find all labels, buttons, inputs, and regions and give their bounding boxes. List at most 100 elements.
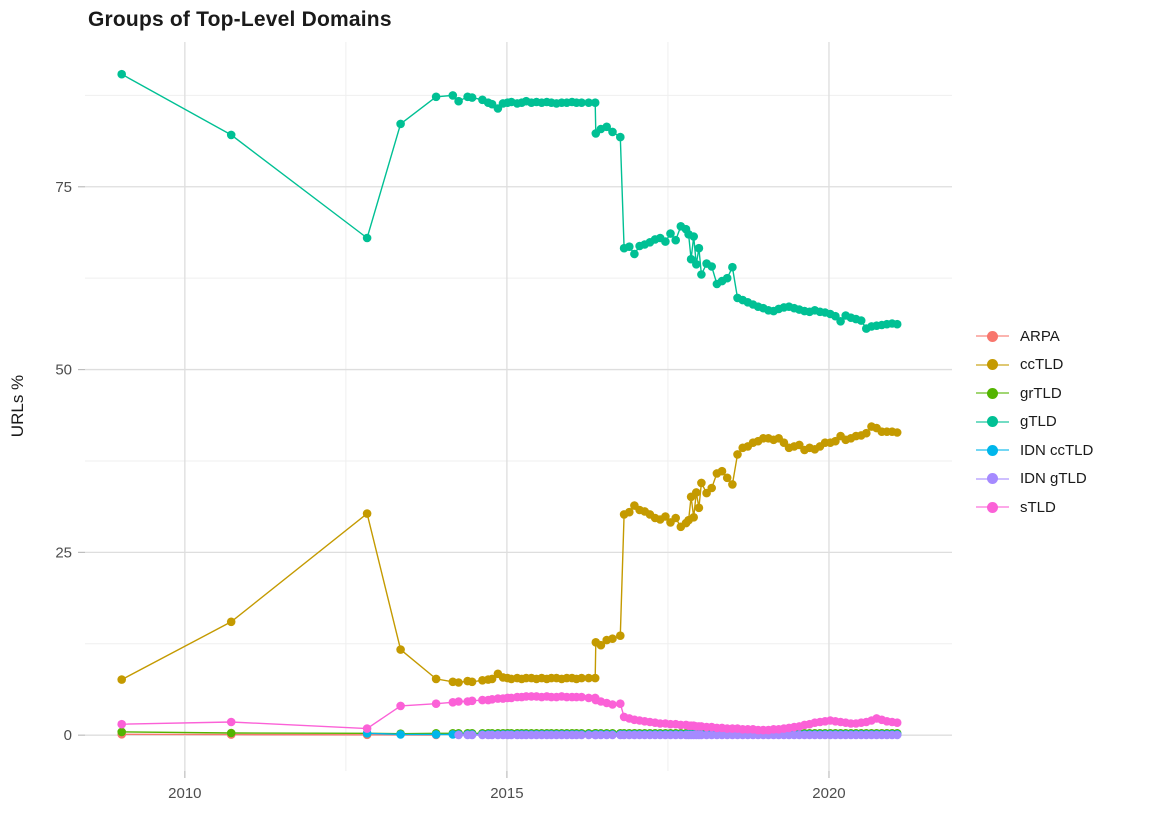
data-point bbox=[454, 730, 463, 740]
data-point bbox=[454, 96, 463, 106]
axis-tick-labels: 2010 2015 2020 0 25 50 75 bbox=[55, 179, 845, 802]
data-point bbox=[856, 316, 866, 325]
major-gridlines bbox=[85, 42, 952, 771]
data-point bbox=[608, 700, 617, 709]
data-point bbox=[584, 730, 593, 740]
gtld-series-swatch-icon bbox=[976, 416, 1009, 428]
data-point bbox=[596, 640, 606, 650]
data-point bbox=[722, 273, 732, 283]
idn-cctld-series-swatch-icon bbox=[976, 444, 1009, 456]
legend-label: IDN ccTLD bbox=[1020, 441, 1094, 459]
data-point bbox=[226, 717, 236, 727]
x-tick-label: 2020 bbox=[812, 785, 845, 802]
data-point bbox=[431, 699, 441, 708]
data-point bbox=[448, 91, 458, 100]
series-cctld bbox=[117, 422, 902, 687]
data-point bbox=[584, 98, 593, 107]
data-point bbox=[226, 130, 236, 140]
series-line bbox=[121, 73, 898, 330]
data-point bbox=[697, 478, 706, 488]
data-point bbox=[862, 428, 871, 438]
data-point bbox=[396, 645, 405, 654]
data-point bbox=[362, 724, 372, 733]
data-point bbox=[728, 480, 737, 489]
data-point bbox=[616, 132, 625, 142]
idn-gtld-series-swatch-icon bbox=[976, 473, 1009, 485]
y-tick-label: 75 bbox=[55, 179, 72, 196]
data-point bbox=[697, 270, 706, 279]
axis-ticks bbox=[78, 186, 830, 778]
data-point bbox=[671, 235, 680, 245]
data-point bbox=[630, 249, 639, 259]
grtld-series-swatch-icon bbox=[976, 387, 1009, 399]
data-point bbox=[689, 513, 698, 522]
data-point bbox=[892, 428, 902, 437]
data-point bbox=[454, 678, 463, 687]
y-tick-label: 50 bbox=[55, 362, 72, 379]
series-idn-gtld bbox=[454, 730, 902, 740]
legend-item-idn-gtld: IDN gTLD bbox=[976, 465, 1093, 494]
data-point bbox=[226, 617, 236, 627]
legend-label: grTLD bbox=[1020, 384, 1062, 402]
data-point bbox=[661, 512, 670, 521]
y-axis-title: URLs % bbox=[8, 374, 27, 438]
data-point bbox=[396, 119, 405, 129]
data-point bbox=[590, 98, 600, 107]
data-point bbox=[117, 719, 126, 729]
data-point bbox=[689, 232, 698, 241]
legend-item-arpa: ARPA bbox=[976, 322, 1093, 351]
data-point bbox=[728, 262, 737, 272]
data-point bbox=[487, 674, 497, 684]
data-point bbox=[362, 509, 372, 518]
data-point bbox=[590, 673, 600, 683]
data-point bbox=[467, 730, 477, 740]
data-point bbox=[692, 260, 701, 269]
data-point bbox=[577, 692, 586, 702]
chart-title: Groups of Top-Level Domains bbox=[88, 8, 392, 31]
data-point bbox=[467, 696, 477, 706]
minor-gridlines bbox=[85, 42, 952, 771]
data-point bbox=[467, 93, 477, 102]
data-point bbox=[892, 730, 902, 740]
legend-item-grtld: grTLD bbox=[976, 379, 1093, 408]
data-point bbox=[117, 69, 126, 79]
data-point bbox=[454, 697, 463, 706]
data-point bbox=[625, 507, 634, 517]
data-point bbox=[608, 634, 617, 643]
data-point bbox=[671, 513, 680, 523]
legend: ARPA ccTLD grTLD gTLD IDN ccTLD IDN gTLD… bbox=[976, 322, 1093, 522]
data-point bbox=[396, 730, 405, 739]
legend-label: ARPA bbox=[1020, 327, 1060, 345]
data-point bbox=[717, 466, 727, 476]
legend-item-gtld: gTLD bbox=[976, 408, 1093, 437]
cctld-series-swatch-icon bbox=[976, 359, 1009, 371]
data-point bbox=[226, 728, 236, 738]
data-point bbox=[625, 242, 634, 251]
data-point bbox=[396, 701, 405, 711]
data-point bbox=[616, 699, 625, 708]
data-point bbox=[467, 677, 477, 687]
data-point bbox=[616, 631, 625, 640]
legend-item-stld: sTLD bbox=[976, 493, 1093, 522]
x-tick-label: 2015 bbox=[490, 785, 523, 802]
data-point bbox=[577, 730, 586, 740]
data-point bbox=[608, 730, 617, 740]
data-point bbox=[584, 693, 593, 703]
data-point bbox=[666, 229, 675, 238]
data-point bbox=[584, 673, 593, 683]
data-point bbox=[661, 237, 670, 246]
data-point bbox=[692, 488, 701, 497]
legend-label: gTLD bbox=[1020, 413, 1057, 431]
legend-label: IDN gTLD bbox=[1020, 470, 1087, 488]
series-stld bbox=[117, 692, 902, 735]
data-point bbox=[836, 317, 845, 326]
data-point bbox=[694, 503, 704, 513]
legend-label: ccTLD bbox=[1020, 356, 1064, 374]
data-point bbox=[694, 243, 704, 253]
y-tick-label: 25 bbox=[55, 544, 72, 561]
data-point bbox=[733, 450, 742, 459]
data-point bbox=[608, 127, 617, 137]
data-point bbox=[431, 674, 441, 684]
legend-item-idn-cctld: IDN ccTLD bbox=[976, 436, 1093, 465]
